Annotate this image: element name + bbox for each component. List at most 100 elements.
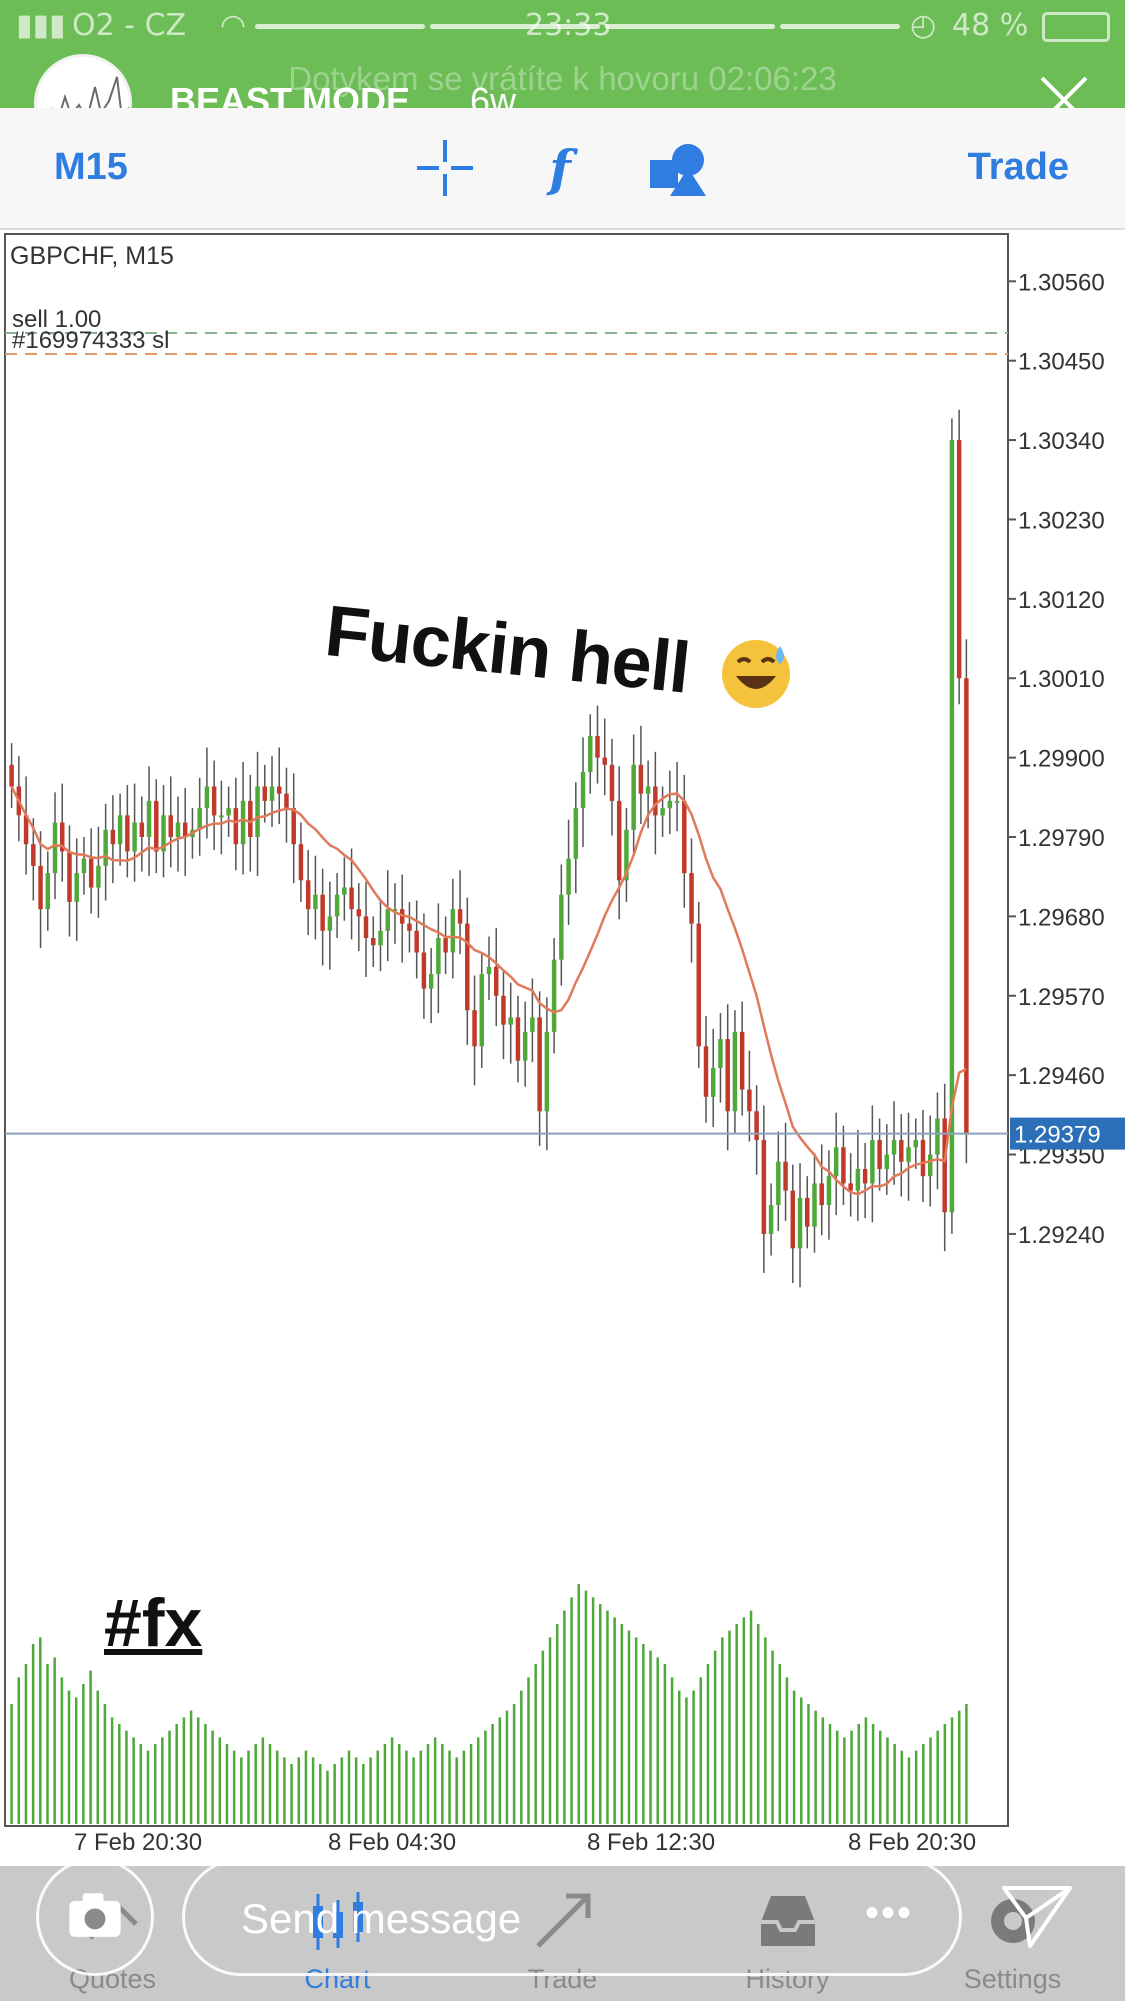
chart-toolbar: M15 f Trade: [0, 108, 1125, 230]
candle-body: [522, 1031, 528, 1061]
tab-settings[interactable]: Settings: [900, 1866, 1125, 2001]
candle-body: [805, 1197, 810, 1227]
candle-body: [60, 822, 65, 852]
candle-body: [718, 1039, 723, 1068]
candle-body: [479, 974, 485, 1047]
candle-body: [146, 800, 152, 837]
candle-body: [602, 757, 607, 765]
current-price-marker: [1010, 1117, 1125, 1150]
candle-body: [826, 1176, 832, 1206]
candle-body: [465, 923, 470, 1011]
price-tick-label: 1.30560: [1018, 269, 1105, 296]
candle-body: [631, 764, 636, 830]
battery-icon: [1042, 12, 1110, 42]
candle-body: [703, 1046, 709, 1097]
candle-body: [110, 829, 116, 845]
price-tick-label: 1.30230: [1018, 507, 1105, 534]
candle-body: [501, 995, 506, 1025]
tab-trade[interactable]: Trade: [450, 1866, 675, 2001]
candle-body: [674, 800, 680, 803]
current-price-label: 1.29379: [1014, 1122, 1101, 1149]
candle-body: [154, 800, 159, 852]
price-tick-label: 1.30340: [1018, 428, 1105, 455]
candle-body: [342, 887, 347, 895]
tab-history[interactable]: History: [675, 1866, 900, 2001]
price-tick-label: 1.29790: [1018, 825, 1105, 852]
candle-body: [486, 966, 492, 975]
candle-body: [262, 786, 268, 801]
call-return-banner[interactable]: Dotykem se vrátíte k hovoru 02:06:23: [288, 60, 837, 97]
symbol-label: GBPCHF, M15: [10, 242, 174, 270]
candle-body: [624, 829, 629, 881]
send-icon[interactable]: [1000, 1882, 1074, 1952]
candle-body: [305, 880, 311, 910]
time-axis: 7 Feb 20:30 8 Feb 04:30 8 Feb 12:30 8 Feb 2…: [74, 1829, 976, 1856]
candle-body: [255, 786, 260, 837]
candle-body: [508, 1017, 513, 1025]
candle-body: [964, 678, 969, 1133]
candle-body: [725, 1039, 730, 1112]
shapes-icon[interactable]: [648, 138, 708, 198]
timeframe-button[interactable]: M15: [54, 146, 128, 188]
candle-body: [407, 923, 412, 931]
candle-body: [103, 829, 108, 866]
candle-body: [9, 764, 14, 787]
candle-body: [870, 1140, 875, 1184]
candle-body: [23, 815, 29, 845]
candle-body: [334, 894, 340, 917]
camera-button[interactable]: [36, 1858, 154, 1976]
candle-body: [96, 865, 101, 888]
chart-frame: [4, 233, 1009, 1827]
candle-body: [385, 909, 390, 931]
candle-body: [616, 800, 622, 881]
price-chart[interactable]: GBPCHF, M15 sell 1.00 #169974333 sl 1.30…: [0, 230, 1125, 1866]
candle-body: [421, 952, 427, 989]
function-icon[interactable]: f: [530, 138, 590, 198]
tab-chart[interactable]: Chart: [225, 1866, 450, 2001]
candle-body: [226, 808, 231, 816]
candle-body: [52, 822, 58, 874]
candle-body: [696, 923, 702, 1047]
story-hashtag[interactable]: #fx: [104, 1585, 203, 1661]
candle-body: [31, 844, 36, 866]
candle-body: [935, 1118, 940, 1155]
candle-body: [457, 909, 463, 924]
candle-body: [653, 786, 658, 816]
candle-body: [645, 786, 651, 794]
candle-body: [436, 938, 441, 975]
price-axis: 1.30560 1.30450 1.30340 1.30230 1.30120 1.300…: [1008, 269, 1105, 1249]
candle-body: [855, 1168, 861, 1191]
price-tick-label: 1.29570: [1018, 984, 1105, 1011]
candle-body: [580, 772, 586, 809]
candle-body: [660, 808, 665, 816]
story-progress-segment: [430, 24, 600, 29]
candle-body: [363, 916, 369, 939]
candle-body: [349, 887, 354, 910]
candle-body: [219, 815, 224, 818]
candle-body: [906, 1147, 911, 1162]
send-message-input[interactable]: Send message •••: [182, 1858, 962, 1976]
candle-body: [797, 1197, 803, 1249]
candle-body: [638, 764, 644, 794]
sweat-smile-emoji-icon: [722, 640, 790, 708]
candle-body: [732, 1031, 738, 1112]
wifi-icon: ◠: [220, 8, 247, 43]
more-options-button[interactable]: •••: [864, 1891, 913, 1935]
candle-body: [920, 1140, 926, 1177]
candle-body: [204, 786, 210, 809]
candle-body: [761, 1140, 767, 1234]
candle-body: [927, 1154, 933, 1177]
candle-body: [768, 1205, 774, 1234]
candle-body: [884, 1154, 890, 1169]
crosshair-icon[interactable]: [415, 138, 475, 198]
candle-body: [139, 822, 145, 837]
alarm-icon: ◴: [910, 8, 937, 43]
candle-body: [667, 800, 673, 809]
story-header: ▮▮▮ O2 - CZ ◠ 23:33 ◴ 48 % Dotykem se vr…: [0, 0, 1125, 124]
candle-body: [371, 938, 376, 946]
price-tick-label: 1.29900: [1018, 746, 1105, 773]
candle-body: [515, 1017, 521, 1061]
trade-button[interactable]: Trade: [967, 146, 1069, 188]
time-tick-label: 8 Feb 20:30: [848, 1829, 976, 1856]
candle-body: [161, 815, 166, 852]
